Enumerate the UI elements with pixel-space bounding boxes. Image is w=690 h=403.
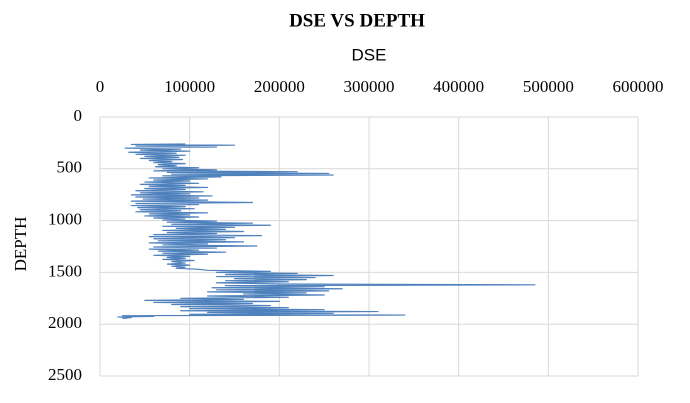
y-tick-label: 1000 [48, 210, 82, 229]
x-tick-label: 200000 [254, 77, 305, 96]
y-tick-label: 2000 [48, 313, 82, 332]
y-tick-label: 1500 [48, 261, 82, 280]
x-tick-label: 600000 [613, 77, 664, 96]
chart-title: DSE VS DEPTH [289, 10, 425, 31]
y-tick-label: 2500 [48, 365, 82, 384]
x-tick-label: 100000 [164, 77, 215, 96]
x-tick-label: 400000 [433, 77, 484, 96]
x-tick-label: 500000 [523, 77, 574, 96]
x-tick-label: 0 [96, 77, 105, 96]
y-tick-label: 0 [74, 106, 83, 125]
y-axis-label: DEPTH [11, 217, 30, 272]
x-tick-label: 300000 [344, 77, 395, 96]
y-tick-label: 500 [57, 158, 83, 177]
x-axis-label: DSE [352, 45, 387, 64]
data-line [117, 143, 536, 320]
